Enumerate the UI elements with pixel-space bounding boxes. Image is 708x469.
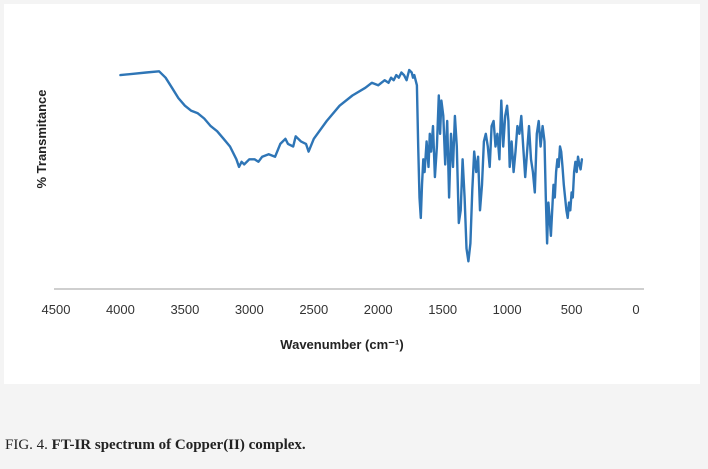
chart-panel: 4500 4000 3500 3000 2500 2000 1500 1000 500 0 Wav… [4, 4, 700, 384]
figure-title: FT-IR spectrum of Copper(II) complex. [51, 437, 306, 453]
figure-label: FIG. 4. [5, 437, 48, 453]
y-axis-title: % Transmitance [34, 90, 49, 189]
x-tick-label: 4500 [42, 302, 71, 317]
x-tick-label: 0 [632, 302, 639, 317]
x-tick-label: 500 [561, 302, 583, 317]
x-tick-label: 4000 [106, 302, 135, 317]
ftir-chart: 4500 4000 3500 3000 2500 2000 1500 1000 500 0 Wav… [34, 68, 644, 352]
x-tick-label: 1500 [428, 302, 457, 317]
figure-caption: FIG. 4. FT-IR spectrum of Copper(II) com… [5, 437, 306, 454]
x-tick-label: 2500 [299, 302, 328, 317]
x-tick-label: 2000 [364, 302, 393, 317]
x-tick-label: 3500 [170, 302, 199, 317]
x-axis-title: Wavenumber (cm⁻¹) [280, 337, 403, 352]
transmittance-line [119, 68, 584, 263]
x-tick-label: 1000 [493, 302, 522, 317]
x-tick-label: 3000 [235, 302, 264, 317]
x-tick-labels: 4500 4000 3500 3000 2500 2000 1500 1000 500 0 [42, 302, 640, 317]
